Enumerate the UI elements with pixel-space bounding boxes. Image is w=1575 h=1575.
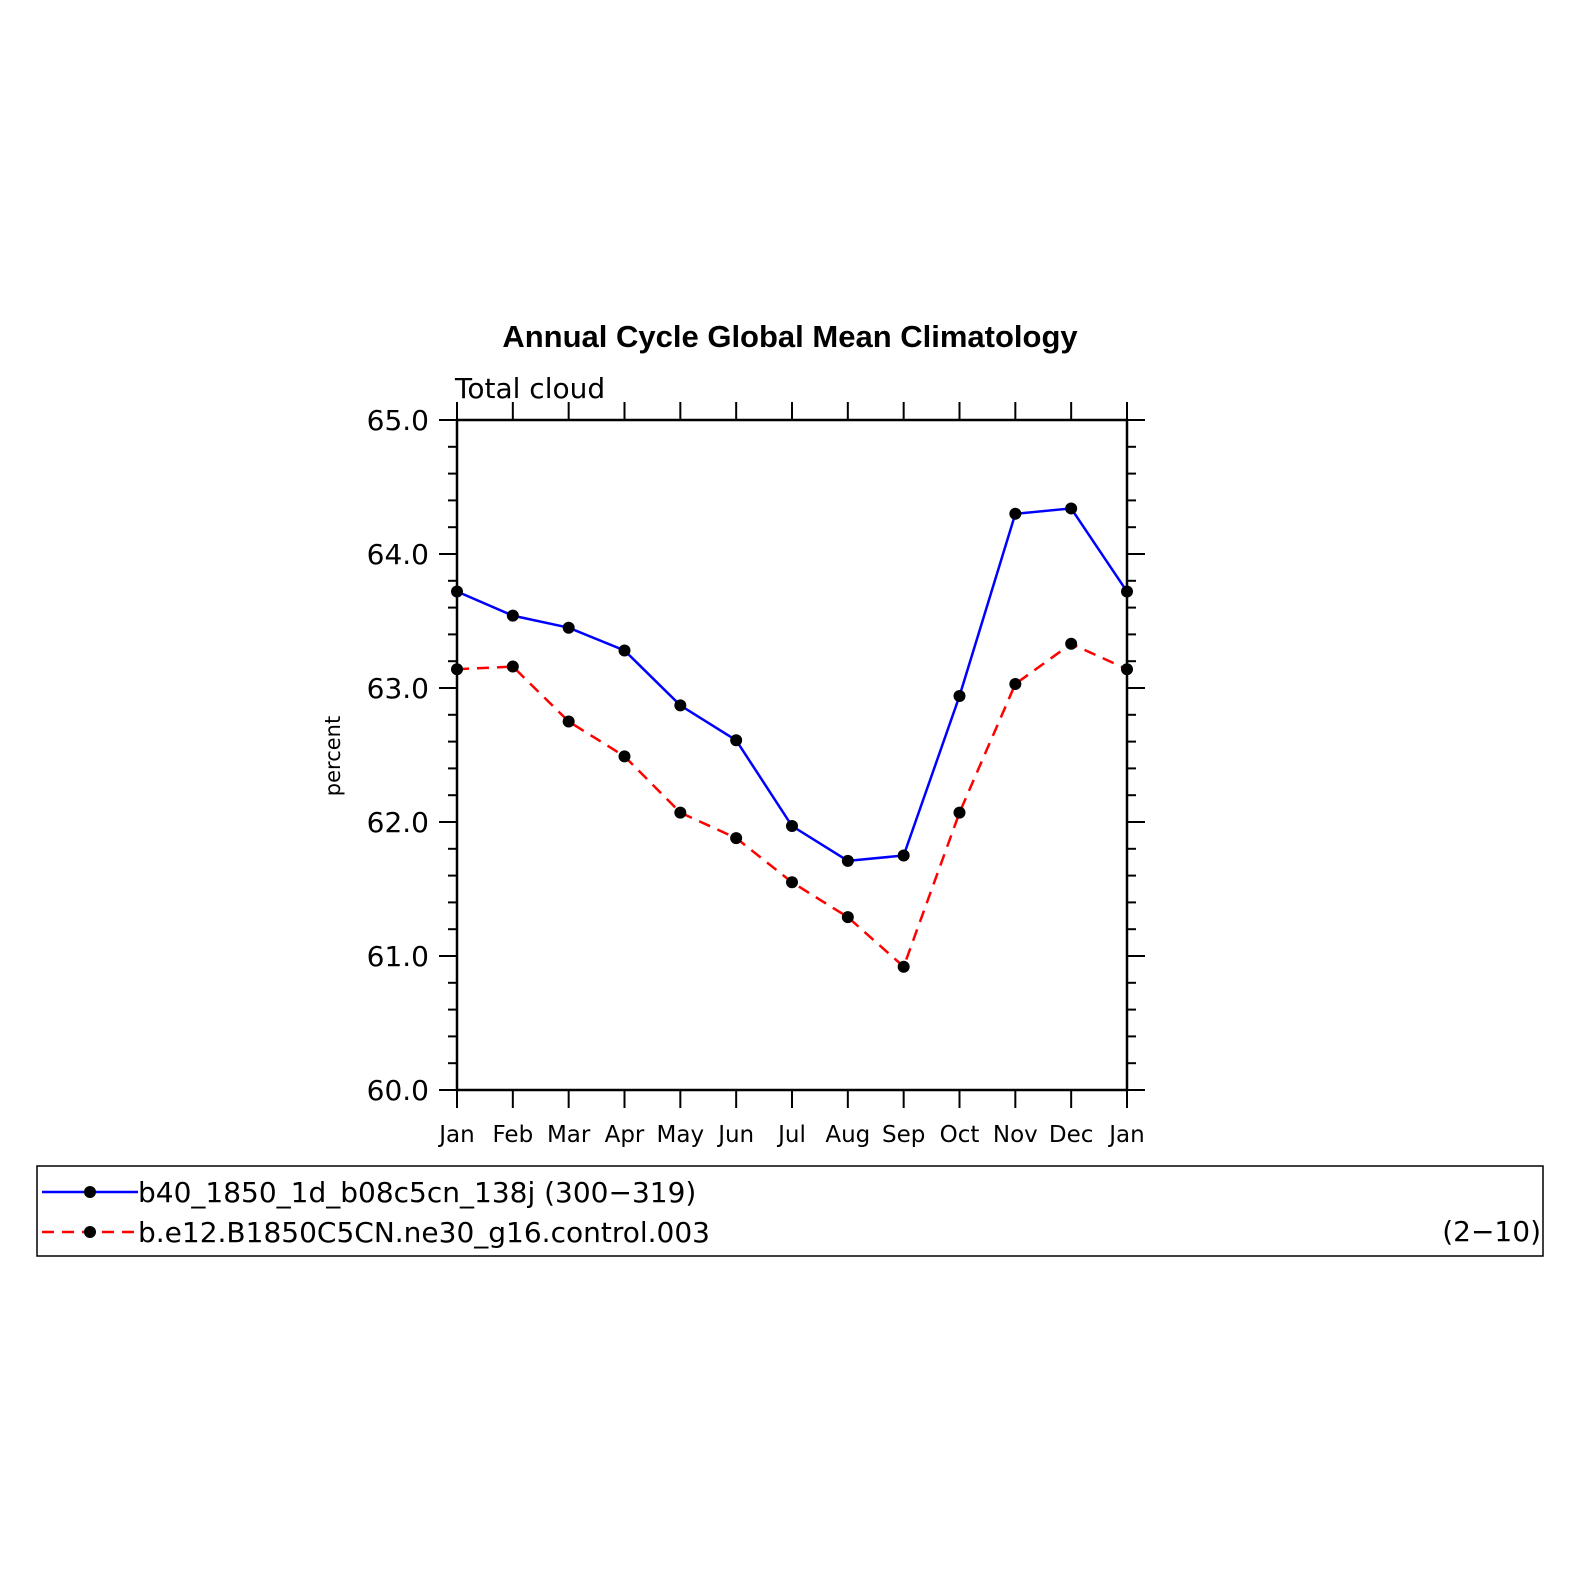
legend-marker-1 (84, 1186, 96, 1198)
series-layer (451, 502, 1133, 973)
x-tick-labels: Jan Feb Mar Apr May Jun Jul Aug Sep Oct Nov Dec Jan (437, 1122, 1144, 1148)
y-tick-label: 63.0 (367, 672, 429, 705)
y-tick-label: 62.0 (367, 806, 429, 839)
x-tick-label: Nov (993, 1122, 1038, 1148)
x-tick-label: May (657, 1122, 705, 1148)
legend-label-2: b.e12.B1850C5CN.ne30_g16.control.003 (138, 1216, 710, 1249)
series-2-point (786, 876, 798, 889)
plot-frame (455, 418, 1129, 1092)
series-2-point (562, 715, 575, 728)
series-2-point (618, 750, 631, 763)
x-tick-label: Feb (492, 1122, 533, 1148)
series-line-2 (456, 642, 1128, 969)
series-2-point (841, 911, 854, 924)
series-2-point (953, 806, 966, 819)
series-line-1 (456, 507, 1129, 863)
x-tick-label: Jun (716, 1122, 754, 1148)
chart-subtitle: Total cloud (454, 372, 605, 405)
series-1-point (953, 690, 966, 703)
legend-years-note: (2−10) (1442, 1215, 1541, 1248)
axis-ticks (439, 402, 1145, 1108)
series-2-point (730, 832, 743, 845)
series-1-point (562, 621, 575, 634)
series-2-point (674, 806, 687, 819)
series-2-point (897, 960, 910, 973)
x-tick-label: Jul (776, 1122, 806, 1148)
series-2-point (1009, 677, 1022, 690)
x-tick-label: Jan (1107, 1122, 1144, 1148)
series-1-point (897, 849, 910, 862)
series-1-point (730, 734, 743, 747)
x-tick-label: Apr (605, 1122, 645, 1148)
legend-label-1: b40_1850_1d_b08c5cn_138j (300−319) (138, 1176, 696, 1209)
series-1-point (1009, 507, 1022, 520)
series-1-point (841, 854, 854, 867)
legend-marker-2 (84, 1226, 96, 1238)
y-tick-label: 61.0 (367, 940, 429, 973)
series-1-point (618, 644, 631, 657)
series-2-point (506, 660, 519, 673)
legend-box (36, 1165, 1544, 1257)
series-1-point (506, 609, 519, 622)
x-tick-label: Sep (882, 1122, 925, 1148)
x-tick-label: Mar (547, 1122, 591, 1148)
y-tick-labels: 60.0 61.0 62.0 63.0 64.0 65.0 (367, 404, 429, 1107)
x-tick-label: Jan (437, 1122, 474, 1148)
x-tick-label: Aug (825, 1122, 870, 1148)
chart-title: Annual Cycle Global Mean Climatology (502, 319, 1078, 354)
series-1-point (1065, 502, 1078, 515)
legend: b40_1850_1d_b08c5cn_138j (300−319) b.e12.… (36, 1165, 1544, 1257)
y-tick-label: 60.0 (367, 1074, 429, 1107)
series-1-point (674, 699, 687, 712)
y-axis-label: percent (321, 716, 345, 796)
x-tick-label: Dec (1049, 1122, 1094, 1148)
y-tick-label: 64.0 (367, 538, 429, 571)
x-tick-label: Oct (940, 1122, 980, 1148)
series-1-point (786, 820, 798, 833)
y-tick-label: 65.0 (367, 404, 429, 437)
series-2-point (1065, 637, 1078, 650)
